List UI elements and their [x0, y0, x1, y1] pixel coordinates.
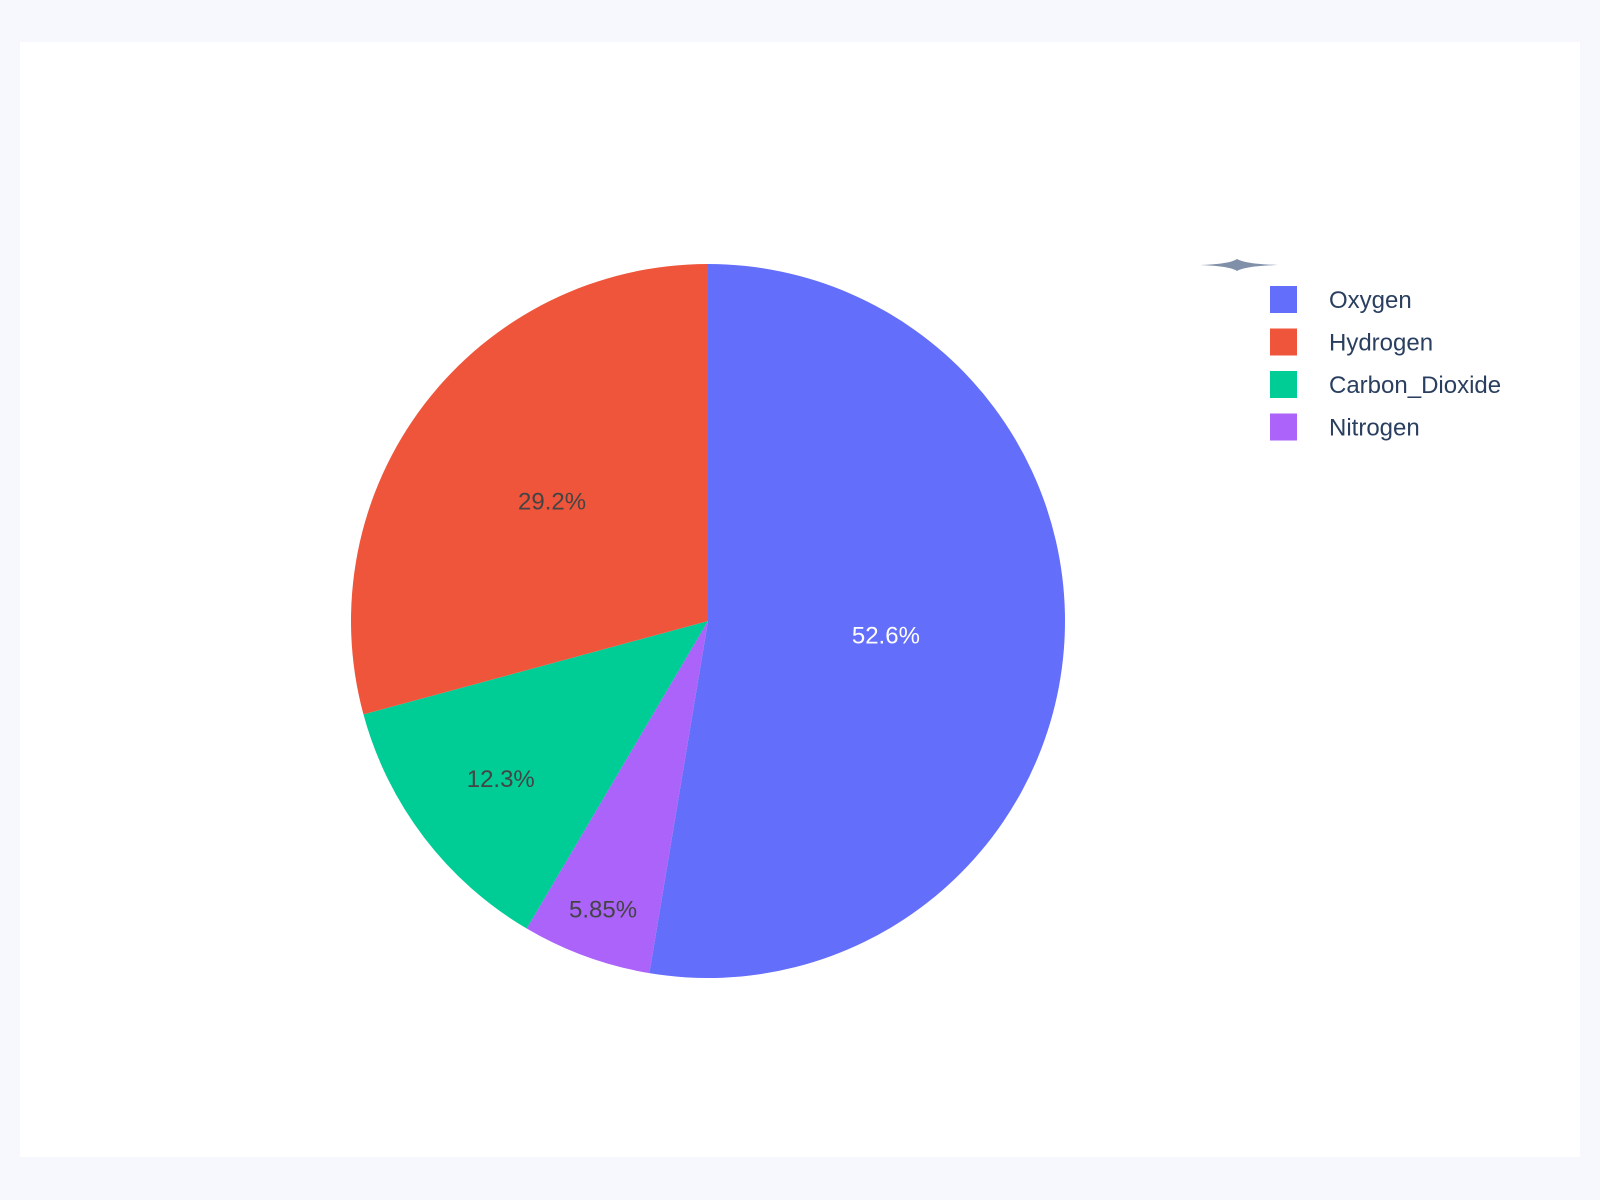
legend-item-carbon-dioxide[interactable]: Carbon_Dioxide	[1270, 371, 1501, 399]
legend-label: Oxygen	[1329, 287, 1412, 314]
legend-drag-handle-icon[interactable]	[1200, 259, 1278, 271]
pie-slice-oxygen[interactable]	[649, 264, 1065, 978]
legend-item-hydrogen[interactable]: Hydrogen	[1270, 328, 1433, 357]
legend-swatch	[1270, 371, 1297, 398]
legend-label: Carbon_Dioxide	[1329, 372, 1501, 399]
legend-label: Hydrogen	[1329, 330, 1433, 357]
slice-label-carbon-dioxide: 12.3%	[467, 766, 535, 793]
pie-slices	[351, 264, 1065, 978]
legend-swatch	[1270, 328, 1297, 356]
legend-item-nitrogen[interactable]: Nitrogen	[1270, 413, 1420, 442]
slice-label-nitrogen: 5.85%	[569, 897, 637, 924]
legend-swatch	[1270, 286, 1297, 313]
legend-swatch	[1270, 413, 1297, 441]
legend-item-oxygen[interactable]: Oxygen	[1270, 286, 1412, 314]
slice-label-oxygen: 52.6%	[852, 623, 920, 650]
pie-slice-nitrogen[interactable]	[526, 621, 708, 974]
slice-label-hydrogen: 29.2%	[518, 489, 586, 516]
pie-slice-carbon-dioxide[interactable]	[363, 621, 708, 929]
pie-slice-hydrogen[interactable]	[351, 264, 708, 715]
legend-label: Nitrogen	[1329, 415, 1420, 442]
legend: Oxygen Hydrogen Carbon_Dioxide Nitrogen	[1200, 259, 1501, 442]
pie-labels: 52.6% 5.85% 12.3% 29.2%	[467, 489, 920, 924]
